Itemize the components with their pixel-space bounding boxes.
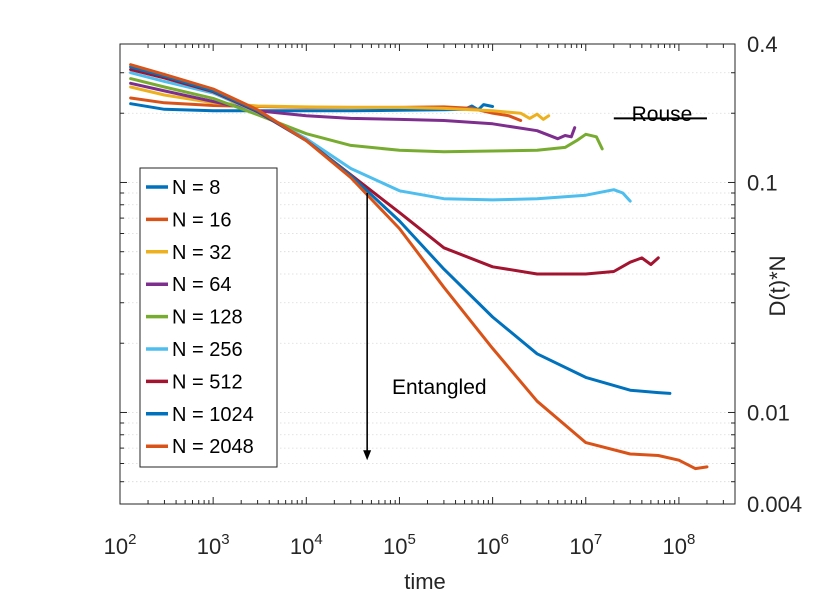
legend: N = 8 N = 16 N = 32 N = 64 N = 128 N = 256 N =… <box>139 167 278 468</box>
y-axis-label: D(t)*N <box>765 255 790 316</box>
entangled-label: Entangled <box>392 376 487 399</box>
legend-label: N = 32 <box>172 242 231 264</box>
grid-lines <box>120 72 735 483</box>
x-tick-label: 108 <box>663 531 696 559</box>
series-line-4 <box>129 81 577 141</box>
x-tick-label: 106 <box>476 531 509 559</box>
series-line-8 <box>129 65 672 395</box>
legend-label: N = 128 <box>172 307 243 329</box>
x-tick-labels: 102 103 104 105 106 107 108 <box>104 531 696 559</box>
x-tick-label: 104 <box>290 531 323 559</box>
axis-ticks <box>119 43 736 505</box>
x-tick-label: 107 <box>569 531 602 559</box>
legend-label: N = 2048 <box>172 436 254 458</box>
y-tick-label: 0.1 <box>747 170 778 195</box>
annotations: Rouse Entangled <box>363 103 707 461</box>
legend-label: N = 512 <box>172 371 243 393</box>
y-tick-labels: 0.4 0.1 0.01 0.004 <box>747 32 802 517</box>
x-tick-label: 105 <box>383 531 416 559</box>
legend-label: N = 64 <box>172 274 231 296</box>
series-line-5 <box>129 77 604 154</box>
legend-label: N = 256 <box>172 339 243 361</box>
x-axis-label: time <box>404 569 446 594</box>
x-tick-label: 102 <box>104 531 137 559</box>
legend-label: N = 8 <box>172 177 220 199</box>
x-tick-label: 103 <box>197 531 230 559</box>
y-tick-label: 0.01 <box>747 400 790 425</box>
series-lines <box>129 63 709 471</box>
entangled-arrow-head <box>363 450 372 461</box>
y-tick-label: 0.4 <box>747 32 778 57</box>
legend-label: N = 1024 <box>172 404 254 426</box>
legend-label: N = 16 <box>172 209 231 231</box>
y-tick-label: 0.004 <box>747 492 802 517</box>
series-line-9 <box>129 63 709 471</box>
rouse-label: Rouse <box>632 103 693 126</box>
